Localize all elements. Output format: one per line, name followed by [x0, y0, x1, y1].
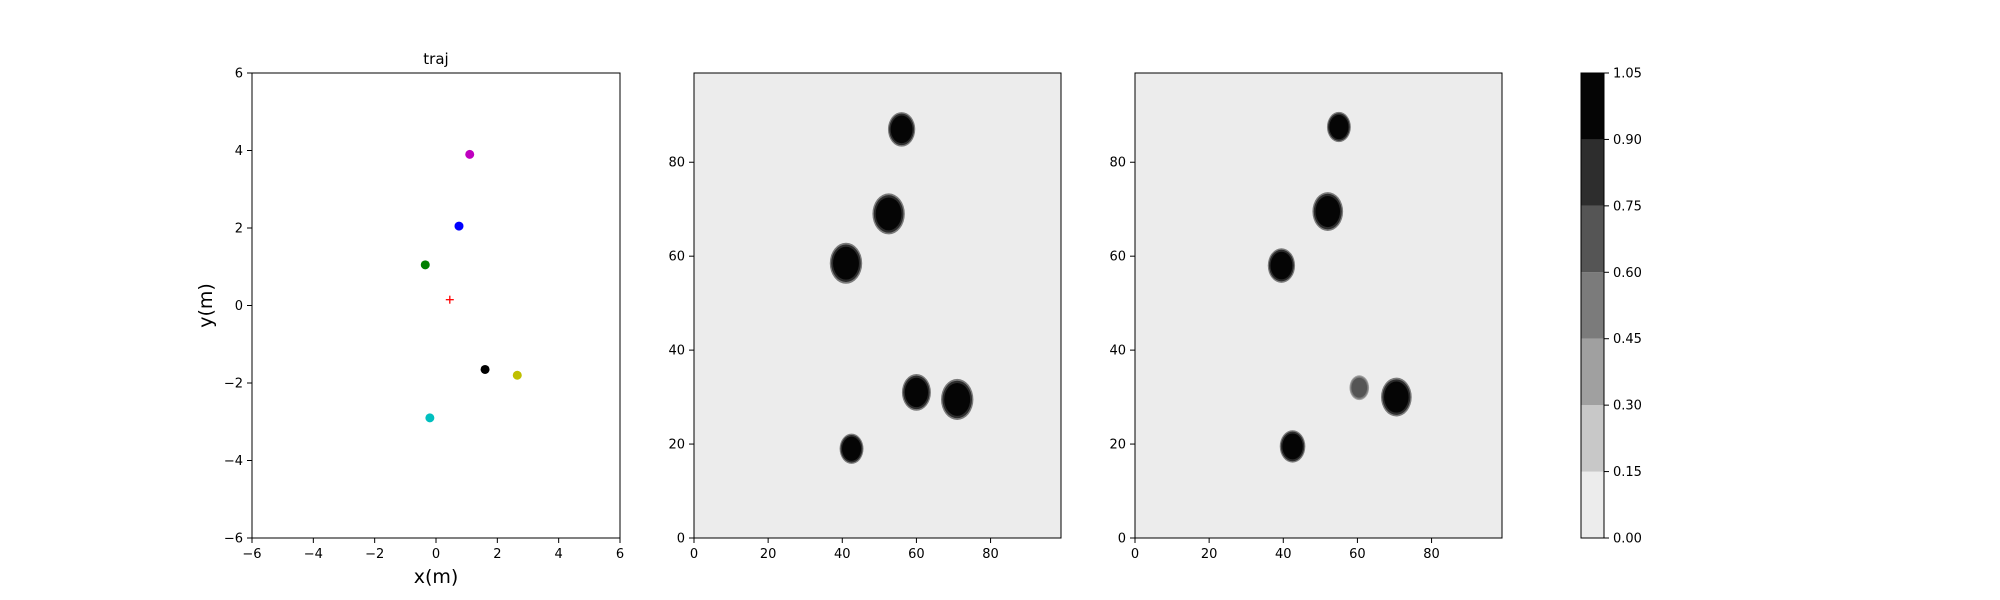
heatmap-2-y-tick-label: 0 — [1118, 532, 1126, 547]
colorbar-band — [1581, 139, 1604, 206]
colorbar-band — [1581, 73, 1604, 140]
colorbar-tick-label: 0.90 — [1613, 133, 1642, 148]
heatmap-1-y-tick-label: 80 — [668, 156, 685, 171]
traj-point — [480, 364, 490, 374]
heatmap-2-x-tick-label: 60 — [1349, 547, 1366, 562]
heatmap-2-x-tick-label: 80 — [1423, 547, 1440, 562]
heatmap-1-y-ticks: 0 20 40 60 80 — [668, 156, 694, 547]
traj-y-tick-label: −2 — [224, 377, 243, 392]
heatmap-2-blob — [1381, 377, 1412, 417]
traj-panel: −6 −4 −2 0 2 4 6 −6 −4 −2 0 2 4 6 traj x(m) y(m) — [195, 50, 624, 588]
heatmap-2-y-ticks: 0 20 40 60 80 — [1109, 156, 1135, 547]
heatmap-2-frame — [1134, 72, 1503, 539]
traj-x-ticks: −6 −4 −2 0 2 4 6 — [242, 538, 624, 562]
traj-point — [454, 221, 464, 231]
colorbar-band — [1581, 405, 1604, 472]
traj-plot-area — [252, 73, 620, 538]
heatmap-1-x-tick-label: 0 — [690, 547, 698, 562]
colorbar-band — [1581, 205, 1604, 273]
traj-x-tick-label: −4 — [304, 547, 323, 562]
colorbar-band — [1581, 338, 1604, 406]
traj-title: traj — [423, 50, 448, 68]
heatmap-1-blob — [872, 193, 905, 235]
heatmap-1-blob — [887, 112, 916, 147]
colorbar: 0.00 0.15 0.30 0.45 0.60 0.75 0.90 1.05 — [1580, 67, 1642, 547]
heatmap-2-x-tick-label: 40 — [1275, 547, 1292, 562]
heatmap-panel-2: 0 20 40 60 80 0 20 40 60 80 — [1109, 72, 1503, 562]
traj-point — [465, 149, 475, 159]
heatmap-1-frame — [693, 72, 1062, 539]
heatmap-1-x-tick-label: 60 — [908, 547, 925, 562]
heatmap-1-x-tick-label: 20 — [760, 547, 777, 562]
heatmap-2-y-tick-label: 40 — [1109, 344, 1126, 359]
heatmap-2-background — [1135, 73, 1502, 538]
colorbar-tick-label: 0.30 — [1613, 399, 1642, 414]
heatmap-2-x-tick-label: 0 — [1131, 547, 1139, 562]
heatmap-2-x-ticks: 0 20 40 60 80 — [1131, 538, 1440, 562]
heatmap-1-x-tick-label: 80 — [982, 547, 999, 562]
heatmap-1-blob — [839, 433, 864, 464]
heatmap-1-x-tick-label: 40 — [834, 547, 851, 562]
heatmap-2-blob — [1349, 375, 1370, 401]
colorbar-tick-label: 0.00 — [1613, 532, 1642, 547]
traj-y-tick-label: 2 — [235, 222, 243, 237]
heatmap-1-y-tick-label: 40 — [668, 344, 685, 359]
traj-y-tick-label: −6 — [224, 532, 243, 547]
heatmap-2-y-tick-label: 20 — [1109, 438, 1126, 453]
heatmap-2-blob — [1326, 111, 1351, 143]
traj-point-plus — [445, 295, 454, 304]
traj-point — [420, 260, 430, 270]
colorbar-tick-label: 0.45 — [1613, 332, 1642, 347]
colorbar-tick-label: 1.05 — [1613, 67, 1642, 82]
traj-points — [420, 149, 522, 423]
heatmap-1-blob — [829, 242, 863, 284]
heatmap-1-blob — [901, 374, 931, 411]
colorbar-ticks: 0.00 0.15 0.30 0.45 0.60 0.75 0.90 1.05 — [1604, 67, 1642, 547]
traj-point — [425, 413, 435, 423]
heatmap-2-blob — [1312, 192, 1344, 232]
heatmap-1-x-ticks: 0 20 40 60 80 — [690, 538, 999, 562]
traj-y-tick-label: 6 — [235, 67, 243, 82]
traj-y-tick-label: −4 — [224, 454, 243, 469]
colorbar-tick-label: 0.60 — [1613, 266, 1642, 281]
traj-y-label: y(m) — [195, 283, 217, 328]
heatmap-1-y-tick-label: 60 — [668, 250, 685, 265]
colorbar-bands — [1581, 73, 1604, 538]
heatmap-2-x-tick-label: 20 — [1201, 547, 1218, 562]
traj-x-tick-label: −2 — [365, 547, 384, 562]
traj-x-tick-label: 0 — [432, 547, 440, 562]
colorbar-frame — [1580, 72, 1605, 539]
heatmap-1-background — [694, 73, 1061, 538]
traj-point — [512, 370, 522, 380]
traj-y-ticks: −6 −4 −2 0 2 4 6 — [224, 67, 252, 547]
colorbar-tick-label: 0.75 — [1613, 199, 1642, 214]
traj-x-label: x(m) — [414, 566, 459, 588]
colorbar-tick-label: 0.15 — [1613, 465, 1642, 480]
traj-x-tick-label: 2 — [493, 547, 501, 562]
traj-y-tick-label: 0 — [235, 299, 243, 314]
traj-x-tick-label: 6 — [616, 547, 624, 562]
colorbar-band — [1581, 272, 1604, 339]
colorbar-band — [1581, 471, 1604, 538]
heatmap-panel-1: 0 20 40 60 80 0 20 40 60 80 — [668, 72, 1062, 562]
heatmap-2-y-tick-label: 80 — [1109, 156, 1126, 171]
heatmap-2-y-tick-label: 60 — [1109, 250, 1126, 265]
heatmap-1-y-tick-label: 0 — [677, 532, 685, 547]
heatmap-1-blob — [941, 378, 974, 420]
traj-x-tick-label: 4 — [555, 547, 563, 562]
traj-y-tick-label: 4 — [235, 144, 243, 159]
heatmap-1-y-tick-label: 20 — [668, 438, 685, 453]
traj-x-tick-label: −6 — [242, 547, 261, 562]
heatmap-2-blob — [1279, 430, 1306, 463]
heatmap-2-blob — [1267, 248, 1296, 283]
heatmap-1-image — [694, 73, 1061, 538]
heatmap-2-image — [1135, 73, 1502, 538]
